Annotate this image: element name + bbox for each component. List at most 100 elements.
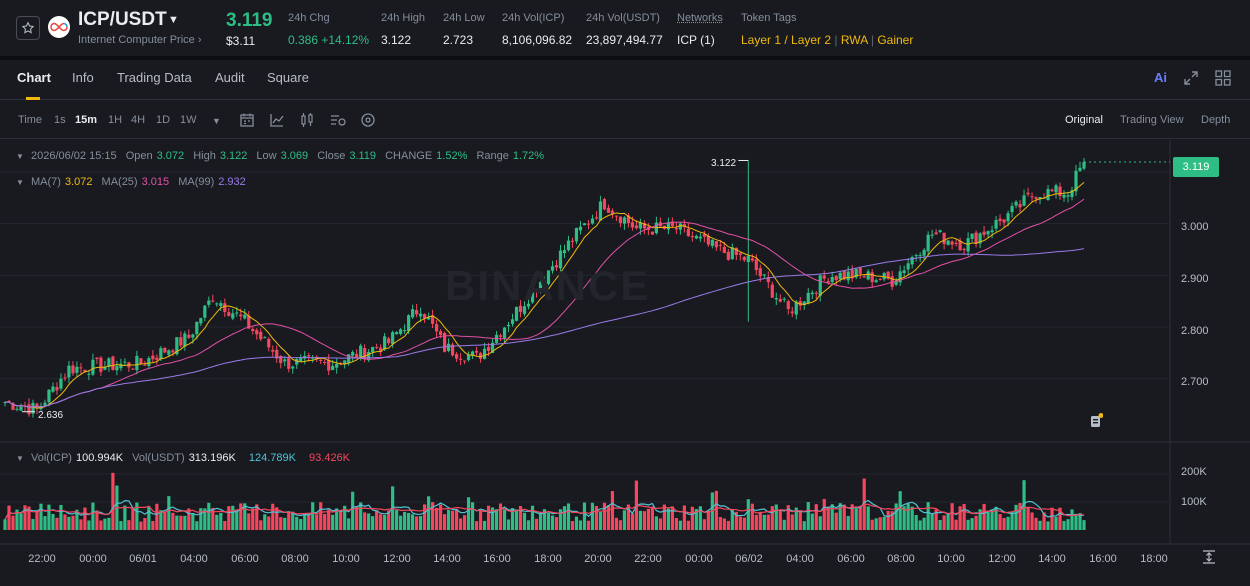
indicators-icon[interactable] <box>269 112 285 128</box>
volume-bar <box>922 517 926 530</box>
volume-bar <box>215 514 219 530</box>
coin-full-name-link[interactable]: Internet Computer Price › <box>78 34 202 46</box>
candle-body <box>1066 195 1070 197</box>
volume-bar <box>1062 520 1066 530</box>
timeframe-more-icon[interactable]: ▼ <box>212 116 221 126</box>
volume-bar <box>686 520 690 530</box>
candle-body <box>263 337 267 339</box>
candle-body <box>522 306 527 314</box>
volume-bar <box>255 504 259 530</box>
chevron-down-icon[interactable]: ▼ <box>168 14 179 26</box>
timeframe-1h[interactable]: 1H <box>108 114 123 126</box>
volume-bar <box>87 520 91 530</box>
volume-bar <box>926 502 930 530</box>
candle-body <box>618 216 623 224</box>
collapse-icon[interactable]: ▼ <box>16 178 24 187</box>
volume-bar <box>127 520 131 530</box>
stat-networks[interactable]: Networks ICP (1) <box>677 12 723 47</box>
volume-bar <box>858 506 862 530</box>
timeframe-1w[interactable]: 1W <box>180 114 197 126</box>
chart-area[interactable] <box>0 140 1250 586</box>
volume-bar <box>223 521 227 530</box>
timeframe-1d[interactable]: 1D <box>156 114 171 126</box>
pair-selector[interactable]: ICP/USDT <box>78 9 167 30</box>
tab-chart[interactable]: Chart <box>17 70 51 85</box>
volume-bar <box>706 510 710 530</box>
target-icon[interactable] <box>360 112 376 128</box>
candle-body <box>171 350 175 353</box>
candle-body <box>830 276 834 283</box>
candle-body <box>375 346 379 348</box>
candle-body <box>778 299 782 302</box>
candle-body <box>690 236 694 238</box>
expand-icon[interactable] <box>1184 71 1198 85</box>
candle-body <box>510 319 515 324</box>
token-tag[interactable]: Layer 1 / Layer 2 <box>741 33 832 47</box>
candlestick-chart[interactable] <box>0 140 1250 586</box>
tab-trading-data[interactable]: Trading Data <box>117 70 192 85</box>
timeframe-4h[interactable]: 4H <box>131 114 146 126</box>
token-tag[interactable]: Gainer <box>877 33 914 47</box>
volume-bar <box>319 502 323 530</box>
calendar-icon[interactable] <box>239 112 255 128</box>
tab-info[interactable]: Info <box>72 70 94 85</box>
token-tag[interactable]: RWA <box>840 33 868 47</box>
chart-settings-icon[interactable] <box>330 112 346 128</box>
view-original[interactable]: Original <box>1065 114 1103 126</box>
candle-body <box>458 358 463 360</box>
volume-bar <box>846 515 850 530</box>
candle-body <box>930 234 934 236</box>
candle-body <box>622 217 627 224</box>
layout-grid-icon[interactable] <box>1215 70 1231 86</box>
tab-audit[interactable]: Audit <box>215 70 245 85</box>
candle-body <box>87 373 91 375</box>
auto-scale-icon[interactable] <box>1202 550 1216 564</box>
candle-body <box>986 231 990 235</box>
candle-body <box>902 270 906 274</box>
candle-body <box>514 306 519 321</box>
volume-bar <box>231 505 235 530</box>
candle-body <box>403 330 407 332</box>
alert-bell-icon[interactable] <box>1089 413 1103 427</box>
ma99-value: 2.932 <box>218 176 246 188</box>
ai-button[interactable]: Ai <box>1154 70 1167 85</box>
volume-bar <box>343 505 347 530</box>
tab-square[interactable]: Square <box>267 70 309 85</box>
candle-body <box>738 253 742 255</box>
timeframe-15m[interactable]: 15m <box>75 114 98 126</box>
volume-bar <box>774 504 778 530</box>
volume-bar <box>155 503 159 530</box>
candle-body <box>486 346 491 351</box>
stat-24h-high: 24h High 3.122 <box>381 12 425 47</box>
candle-body <box>922 250 926 256</box>
candle-body <box>279 355 283 364</box>
candle-body <box>866 271 870 280</box>
favorite-star-button[interactable] <box>16 16 40 40</box>
chart-type-icon[interactable] <box>299 112 315 128</box>
candle-body <box>91 359 95 375</box>
candle-body <box>942 232 946 244</box>
volume-bar <box>1010 511 1014 530</box>
volume-bar <box>618 520 623 530</box>
timeframe-time[interactable]: Time <box>18 114 43 126</box>
view-depth[interactable]: Depth <box>1201 114 1231 126</box>
volume-bar <box>742 517 746 530</box>
volume-bar <box>335 508 339 530</box>
candle-body <box>1018 204 1022 208</box>
candle-body <box>331 365 335 371</box>
volume-bar <box>458 518 463 530</box>
volume-bar <box>562 506 567 530</box>
vol-ma-b-value: 93.426K <box>309 452 351 464</box>
collapse-icon[interactable]: ▼ <box>16 454 24 463</box>
volume-bar <box>882 516 886 530</box>
vol-ma-a-value: 124.789K <box>248 452 296 464</box>
time-axis-label: 22:00 <box>634 553 662 565</box>
candle-body <box>151 355 155 360</box>
view-trading-view[interactable]: Trading View <box>1120 114 1184 126</box>
candle-body <box>970 233 974 239</box>
collapse-icon[interactable]: ▼ <box>16 152 24 161</box>
candle-body <box>634 225 639 229</box>
volume-bar <box>854 507 858 530</box>
timeframe-1s[interactable]: 1s <box>54 114 66 126</box>
volume-bar <box>942 515 946 530</box>
